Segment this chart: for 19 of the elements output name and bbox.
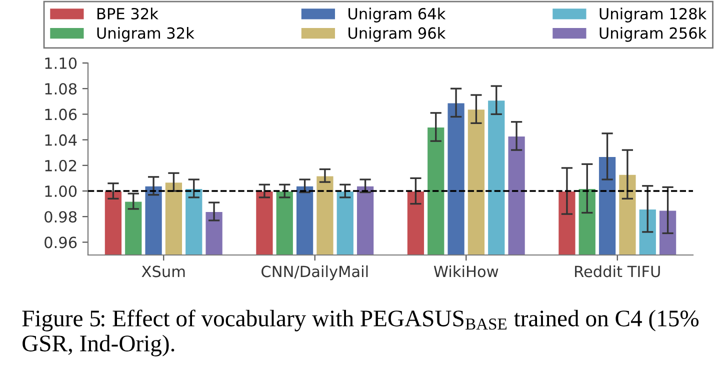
y-tick-label: 1.08 xyxy=(45,83,77,95)
legend-label: Unigram 128k xyxy=(600,8,707,22)
y-tick-label: 1.06 xyxy=(45,108,77,120)
legend-label: Unigram 256k xyxy=(600,27,707,42)
legend-label: BPE 32k xyxy=(97,8,158,20)
y-tick-label: 0.96 xyxy=(44,236,77,248)
x-tick-label: XSum xyxy=(142,266,185,278)
y-tick-label: 1.02 xyxy=(45,160,76,172)
y-tick-label: 1.04 xyxy=(45,134,77,146)
x-tick-label: WikiHow xyxy=(434,265,498,278)
y-tick-label: 0.98 xyxy=(44,211,77,223)
x-tick-label: Reddit TIFU xyxy=(575,265,660,278)
y-tick-label: 1.10 xyxy=(45,57,77,70)
x-tick-label: CNN/DailyMail xyxy=(262,265,368,280)
y-tick-label: 1.00 xyxy=(45,185,77,198)
text: Figure 5: Effect of vocabulary with PEGASUS$_{BASE}$ trained on C4 (15% GSR, Ind-Orig). xyxy=(22,310,699,356)
legend-label: Unigram 64k xyxy=(348,8,446,22)
legend-label: Unigram 96k xyxy=(348,27,446,42)
legend-label: Unigram 32k xyxy=(97,27,194,42)
